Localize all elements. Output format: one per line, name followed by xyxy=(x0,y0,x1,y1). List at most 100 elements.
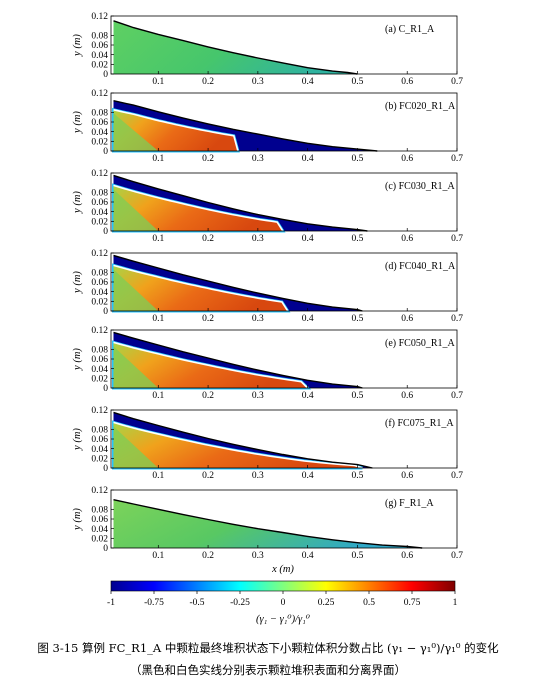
y-axis-label: y (m) xyxy=(72,111,83,134)
mixed-core-region xyxy=(113,426,159,468)
x-tick-label: 0.7 xyxy=(451,551,463,561)
y-tick-label: 0.12 xyxy=(91,486,108,496)
x-tick-label: 0.6 xyxy=(401,551,413,561)
y-tick-label: 0.02 xyxy=(91,138,108,148)
x-tick-label: 0.7 xyxy=(451,77,463,87)
deposit-surface-line xyxy=(113,20,358,75)
colorbar-gradient xyxy=(110,580,456,592)
colorbar-ticks: -1 -0.75 -0.5 -0.25 0 0.25 0.5 0.75 1 xyxy=(107,591,458,608)
x-tick-label: 0.3 xyxy=(252,154,264,164)
y-tick-label: 0 xyxy=(103,307,108,317)
x-tick-label: 0.1 xyxy=(152,154,164,164)
panel-1: 0.12 0.080.060.040.020 0.1 0.2 0.3 0.4 0.5 0.6 0… xyxy=(72,12,463,87)
y-tick-label: 0.08 xyxy=(91,109,108,119)
small-particle-region xyxy=(113,342,308,388)
colorbar-tick-label: -0.75 xyxy=(144,598,164,608)
x-tick-label: 0.3 xyxy=(252,391,264,401)
y-tick-label: 0.02 xyxy=(91,61,108,71)
y-tick-label: 0.08 xyxy=(91,426,108,436)
colorbar: -1 -0.75 -0.5 -0.25 0 0.25 0.5 0.75 1 (γ₁ − γ₁⁰)… xyxy=(107,580,458,625)
panel-4: 0.12 0.080.060.040.020 0.1 0.2 0.3 0.4 0.5 0.6 0… xyxy=(72,249,463,324)
y-tick-label: 0.08 xyxy=(91,32,108,42)
colorbar-tick-label: 1 xyxy=(453,598,458,608)
colorbar-tick-label: 0.5 xyxy=(363,598,375,608)
x-axis-label: x (m) xyxy=(271,564,294,575)
x-tick-label: 0.2 xyxy=(202,471,214,481)
x-tick-label: 0.1 xyxy=(152,234,164,244)
deposit-region xyxy=(113,499,423,548)
y-tick-label: 0.06 xyxy=(91,355,108,365)
small-particle-region xyxy=(113,422,363,468)
mixed-core-region xyxy=(113,189,159,231)
x-tick-label: 0.4 xyxy=(302,314,314,324)
y-tick-label: 0.02 xyxy=(91,298,108,308)
y-axis-label: y (m) xyxy=(72,191,83,214)
x-tick-label: 0.7 xyxy=(451,234,463,244)
x-tick-label: 0.6 xyxy=(401,154,413,164)
x-tick-label: 0.1 xyxy=(152,551,164,561)
y-tick-label: 0 xyxy=(103,70,108,80)
panel-6: 0.12 0.080.060.040.020 0.1 0.2 0.3 0.4 0.5 0.6 0… xyxy=(72,406,463,481)
panel-title: (e) FC050_R1_A xyxy=(385,338,456,349)
y-tick-label: 0.08 xyxy=(91,506,108,516)
x-tick-label: 0.5 xyxy=(351,551,363,561)
x-tick-label: 0.4 xyxy=(302,234,314,244)
small-particle-region xyxy=(113,185,283,231)
x-tick-label: 0.2 xyxy=(202,551,214,561)
x-tick-label: 0.6 xyxy=(401,391,413,401)
x-tick-label: 0.7 xyxy=(451,391,463,401)
mixed-core-region xyxy=(113,346,159,388)
x-tick-label: 0.6 xyxy=(401,471,413,481)
y-tick-label: 0.12 xyxy=(91,326,108,336)
colorbar-tick-label: -0.25 xyxy=(230,598,250,608)
colorbar-label: (γ₁ − γ₁⁰)/γ₁⁰ xyxy=(256,614,311,625)
y-tick-label: 0 xyxy=(103,544,108,554)
x-tick-label: 0.5 xyxy=(351,314,363,324)
separation-interface-line xyxy=(113,109,239,152)
y-tick-label: 0.06 xyxy=(91,278,108,288)
x-tick-label: 0.5 xyxy=(351,77,363,87)
colorbar-tick-label: 0.25 xyxy=(318,598,335,608)
separation-interface-line xyxy=(113,264,289,312)
colorbar-tick-label: -1 xyxy=(107,598,115,608)
y-tick-label: 0.08 xyxy=(91,269,108,279)
colorbar-tick-label: 0.75 xyxy=(404,598,421,608)
x-tick-label: 0.2 xyxy=(202,234,214,244)
x-tick-label: 0.3 xyxy=(252,551,264,561)
x-tick-label: 0.6 xyxy=(401,234,413,244)
x-tick-label: 0.4 xyxy=(302,471,314,481)
panel-title: (g) F_R1_A xyxy=(385,498,434,509)
deposit-surface-line xyxy=(113,499,423,549)
y-tick-label: 0.08 xyxy=(91,189,108,199)
y-tick-label: 0.04 xyxy=(91,208,108,218)
x-tick-label: 0.1 xyxy=(152,391,164,401)
colorbar-tick-label: 0 xyxy=(281,598,286,608)
x-tick-label: 0.2 xyxy=(202,391,214,401)
x-tick-label: 0.2 xyxy=(202,314,214,324)
panel-2: 0.12 0.080.060.040.020 0.1 0.2 0.3 0.4 0.5 0.6 0… xyxy=(72,89,463,164)
deposit-surface-line xyxy=(113,174,368,232)
panel-title: (a) C_R1_A xyxy=(385,24,435,35)
deposit-surface-line xyxy=(113,100,378,152)
y-tick-label: 0.02 xyxy=(91,455,108,465)
x-tick-label: 0.5 xyxy=(351,234,363,244)
x-tick-label: 0.7 xyxy=(451,471,463,481)
deposit-surface-line xyxy=(113,254,363,312)
x-tick-label: 0.1 xyxy=(152,314,164,324)
x-tick-label: 0.5 xyxy=(351,154,363,164)
separation-interface-line xyxy=(113,421,363,469)
y-tick-label: 0 xyxy=(103,384,108,394)
x-tick-label: 0.5 xyxy=(351,471,363,481)
separation-interface-line xyxy=(113,184,284,232)
mixed-core-region xyxy=(113,269,159,311)
x-tick-label: 0.5 xyxy=(351,391,363,401)
y-tick-label: 0 xyxy=(103,464,108,474)
y-tick-label: 0.12 xyxy=(91,89,108,99)
y-axis-label: y (m) xyxy=(72,428,83,451)
y-tick-label: 0.04 xyxy=(91,51,108,61)
x-tick-label: 0.1 xyxy=(152,77,164,87)
panel-3: 0.12 0.080.060.040.020 0.1 0.2 0.3 0.4 0.5 0.6 0… xyxy=(72,169,463,244)
y-tick-label: 0.04 xyxy=(91,288,108,298)
